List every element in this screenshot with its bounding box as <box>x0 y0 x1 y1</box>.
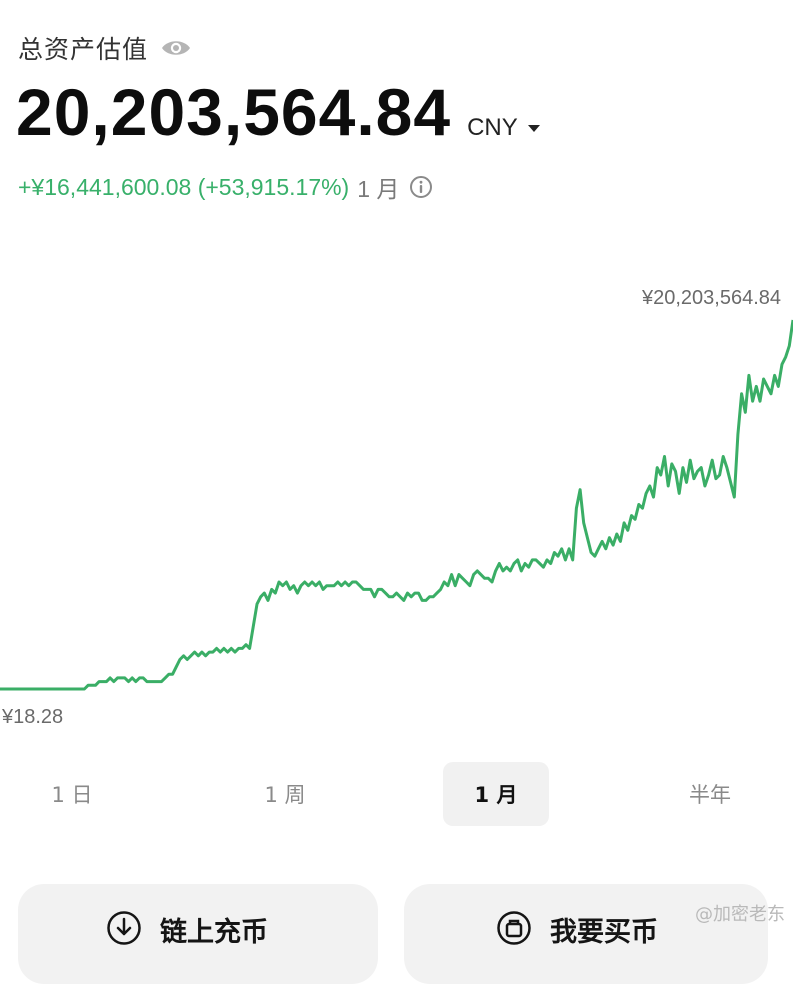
period-tabs: 1 日 1 周 1 月 半年 <box>0 762 793 826</box>
page-title: 总资产估值 <box>18 35 149 64</box>
pnl-row: +¥16,441,600.08 (+53,915.17%) 1 月 <box>18 170 433 204</box>
total-value-row: 20,203,564.84 CNY <box>16 74 540 150</box>
deposit-label: 链上充币 <box>160 917 268 948</box>
title-row: 总资产估值 <box>18 30 192 66</box>
chart-low-label: ¥18.28 <box>1 706 63 728</box>
tab-1d[interactable]: 1 日 <box>22 762 122 826</box>
asset-chart: ¥20,203,564.84 ¥18.28 <box>0 287 793 728</box>
download-icon <box>107 911 141 945</box>
coin-icon <box>497 911 531 945</box>
tab-label: 1 日 <box>51 783 93 807</box>
eye-icon[interactable] <box>160 37 192 59</box>
watermark: @加密老东 <box>695 904 785 925</box>
chart-high-label: ¥20,203,564.84 <box>641 287 781 309</box>
tab-label: 1 月 <box>474 783 518 807</box>
tab-1m[interactable]: 1 月 <box>443 762 549 826</box>
pnl-period: 1 月 <box>357 176 400 202</box>
tab-1w[interactable]: 1 周 <box>235 762 335 826</box>
total-value: 20,203,564.84 <box>16 75 452 149</box>
chart-series-line <box>0 319 793 691</box>
tab-label: 半年 <box>689 783 731 807</box>
tab-label: 1 周 <box>264 783 306 807</box>
info-icon[interactable] <box>409 175 433 199</box>
currency-label: CNY <box>467 114 518 141</box>
currency-selector[interactable]: CNY <box>467 114 540 142</box>
caret-down-icon <box>527 124 540 132</box>
buy-label: 我要买币 <box>550 917 658 948</box>
buy-button[interactable]: 我要买币 <box>404 884 768 984</box>
pnl-value: +¥16,441,600.08 (+53,915.17%) <box>18 173 350 200</box>
tab-6m[interactable]: 半年 <box>660 762 760 826</box>
deposit-button[interactable]: 链上充币 <box>18 884 378 984</box>
